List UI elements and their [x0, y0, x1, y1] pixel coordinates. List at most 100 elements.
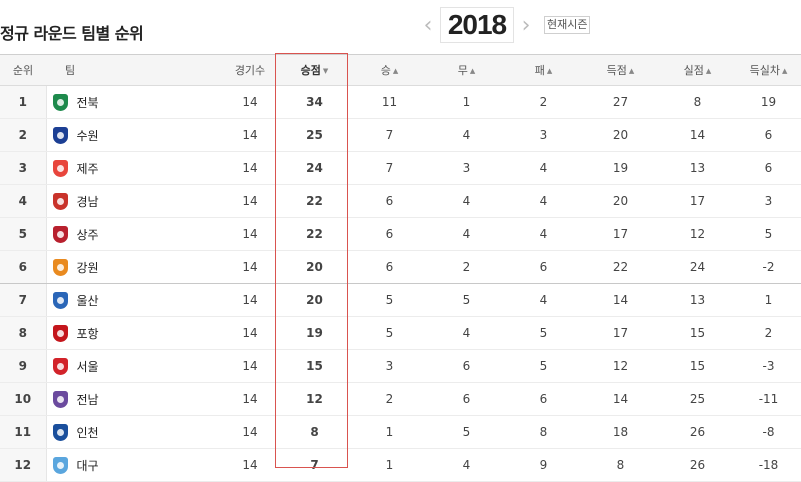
- header-goal-diff[interactable]: 득실차 ▲: [736, 54, 801, 86]
- rank-cell: 8: [0, 316, 47, 350]
- chevron-right-icon[interactable]: ›: [521, 12, 531, 38]
- standings-body: 1 전북 14 34 11 1 2 27 8 19 2 수원 14 25 7 4 3 20 14 6 3 제주 14 24 7 3…: [0, 85, 801, 482]
- emblem-inner: [56, 461, 64, 469]
- sort-asc-icon: ▲: [392, 67, 399, 75]
- team-name[interactable]: 서울: [76, 359, 99, 374]
- games-cell: 14: [204, 415, 278, 449]
- games-cell: 14: [204, 217, 278, 251]
- season-year: 2018: [440, 7, 514, 43]
- header-goal-diff-label: 득실차: [749, 64, 780, 77]
- goals-against-cell: 14: [659, 118, 736, 152]
- goals-for-cell: 14: [582, 283, 659, 317]
- team-cell: 전북: [46, 85, 204, 119]
- header-losses[interactable]: 패 ▲: [505, 54, 582, 86]
- draws-cell: 4: [428, 118, 505, 152]
- team-wrap: 포항: [47, 324, 205, 342]
- chevron-left-icon[interactable]: ‹: [423, 12, 433, 38]
- team-name[interactable]: 대구: [76, 458, 99, 473]
- losses-cell: 5: [505, 316, 582, 350]
- wins-cell: 7: [351, 118, 428, 152]
- draws-cell: 6: [428, 382, 505, 416]
- team-name[interactable]: 강원: [76, 260, 99, 275]
- goal-diff-cell: 19: [736, 85, 801, 119]
- goals-against-cell: 25: [659, 382, 736, 416]
- wins-cell: 6: [351, 217, 428, 251]
- rank-cell: 12: [0, 448, 47, 482]
- goals-for-cell: 12: [582, 349, 659, 383]
- team-emblem-icon: [52, 390, 68, 408]
- points-cell: 22: [278, 184, 351, 218]
- emblem-inner: [56, 263, 64, 271]
- team-name[interactable]: 포항: [76, 326, 99, 341]
- draws-cell: 5: [428, 415, 505, 449]
- points-cell: 22: [278, 217, 351, 251]
- header-goals-for[interactable]: 득점 ▲: [582, 54, 659, 86]
- rank-cell: 7: [0, 283, 47, 317]
- points-cell: 7: [278, 448, 351, 482]
- team-name[interactable]: 전남: [76, 392, 99, 407]
- header-losses-label: 패: [534, 64, 545, 77]
- goals-for-cell: 17: [582, 316, 659, 350]
- rank-cell: 9: [0, 349, 47, 383]
- team-emblem-icon: [52, 93, 68, 111]
- draws-cell: 4: [428, 448, 505, 482]
- team-cell: 울산: [46, 283, 204, 317]
- wins-cell: 2: [351, 382, 428, 416]
- team-emblem-icon: [52, 126, 68, 144]
- points-cell: 15: [278, 349, 351, 383]
- team-emblem-icon: [52, 225, 68, 243]
- games-cell: 14: [204, 184, 278, 218]
- header-points[interactable]: 승점 ▼: [278, 54, 351, 86]
- losses-cell: 6: [505, 250, 582, 284]
- points-cell: 34: [278, 85, 351, 119]
- goals-for-cell: 17: [582, 217, 659, 251]
- emblem-inner: [56, 164, 64, 172]
- team-emblem-icon: [52, 159, 68, 177]
- rank-cell: 5: [0, 217, 47, 251]
- team-name[interactable]: 울산: [76, 293, 99, 308]
- team-name[interactable]: 전북: [76, 95, 99, 110]
- table-row: 4 경남 14 22 6 4 4 20 17 3: [0, 184, 801, 218]
- draws-cell: 3: [428, 151, 505, 185]
- team-wrap: 대구: [47, 456, 205, 474]
- draws-cell: 1: [428, 85, 505, 119]
- header-wins[interactable]: 승 ▲: [351, 54, 428, 86]
- goals-against-cell: 26: [659, 448, 736, 482]
- team-name[interactable]: 인천: [76, 425, 99, 440]
- season-nav: ‹ 2018 ›: [416, 7, 538, 43]
- draws-cell: 5: [428, 283, 505, 317]
- team-name[interactable]: 상주: [76, 227, 99, 242]
- games-cell: 14: [204, 151, 278, 185]
- draws-cell: 6: [428, 349, 505, 383]
- team-cell: 포항: [46, 316, 205, 350]
- header-goals-against[interactable]: 실점 ▲: [659, 54, 736, 86]
- points-cell: 8: [278, 415, 351, 449]
- emblem-inner: [56, 329, 64, 337]
- emblem-inner: [56, 362, 64, 370]
- goals-for-cell: 20: [582, 118, 659, 152]
- team-name[interactable]: 제주: [76, 161, 99, 176]
- points-cell: 24: [278, 151, 351, 185]
- header-draws[interactable]: 무 ▲: [428, 54, 505, 86]
- team-name[interactable]: 수원: [76, 128, 99, 143]
- losses-cell: 5: [505, 349, 582, 383]
- wins-cell: 6: [351, 250, 428, 284]
- team-emblem-icon: [52, 423, 68, 441]
- goals-against-cell: 26: [659, 415, 736, 449]
- emblem-inner: [56, 230, 64, 238]
- wins-cell: 5: [351, 283, 428, 317]
- rank-cell: 3: [0, 151, 47, 185]
- losses-cell: 2: [505, 85, 582, 119]
- team-name[interactable]: 경남: [76, 194, 99, 209]
- table-row: 10 전남 14 12 2 6 6 14 25 -11: [0, 382, 801, 416]
- current-season-button[interactable]: 현재시즌: [544, 16, 591, 34]
- table-row: 8 포항 14 19 5 4 5 17 15 2: [0, 316, 801, 350]
- goals-for-cell: 22: [582, 250, 659, 284]
- losses-cell: 8: [505, 415, 582, 449]
- points-cell: 12: [278, 382, 351, 416]
- rank-cell: 4: [0, 184, 47, 218]
- wins-cell: 1: [351, 415, 428, 449]
- team-cell: 상주: [46, 217, 204, 251]
- wins-cell: 6: [351, 184, 428, 218]
- goals-for-cell: 27: [582, 85, 659, 119]
